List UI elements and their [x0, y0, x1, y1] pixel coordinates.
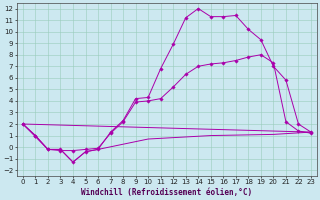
- X-axis label: Windchill (Refroidissement éolien,°C): Windchill (Refroidissement éolien,°C): [81, 188, 252, 197]
